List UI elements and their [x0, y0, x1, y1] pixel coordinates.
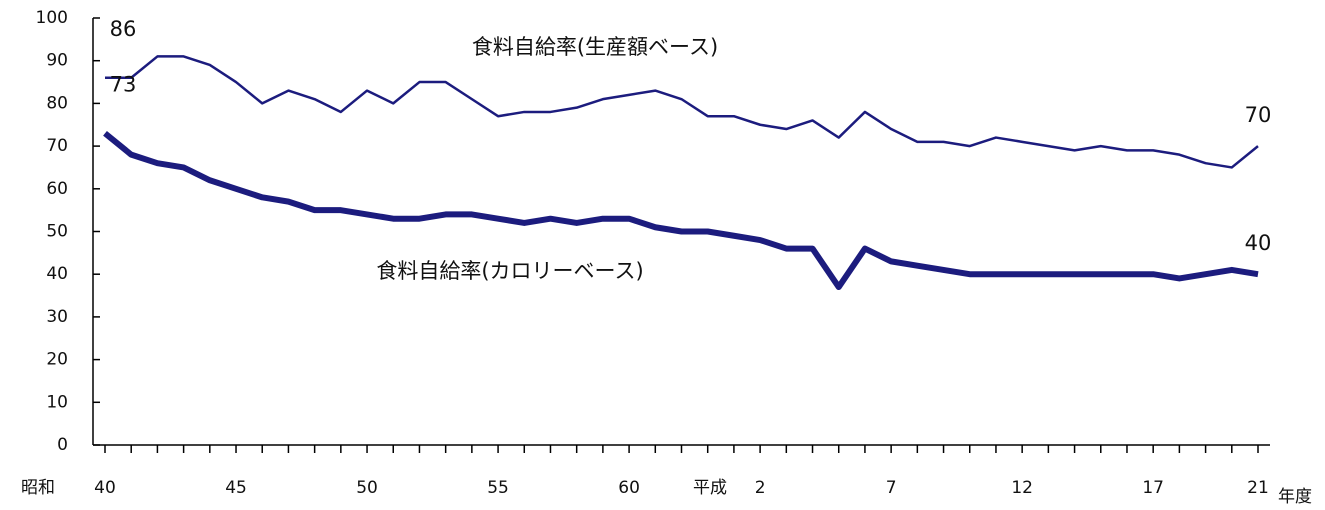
x-tick-label: 2	[755, 478, 766, 498]
y-tick-label: 90	[46, 51, 68, 71]
y-tick-label: 70	[46, 136, 68, 156]
value-label: 86	[110, 17, 137, 41]
era-label: 平成	[693, 478, 727, 498]
x-tick-label: 17	[1142, 478, 1164, 498]
y-tick-label: 60	[46, 179, 68, 199]
y-tick-label: 100	[36, 8, 68, 28]
y-tick-label: 50	[46, 222, 68, 242]
value-label: 73	[110, 72, 137, 96]
x-tick-label: 7	[886, 478, 897, 498]
x-tick-label: 55	[487, 478, 509, 498]
y-tick-label: 80	[46, 93, 68, 113]
x-tick-label: 21	[1247, 478, 1269, 498]
era-label: 昭和	[21, 478, 55, 498]
x-tick-label: 40	[94, 478, 116, 498]
x-tick-label: 12	[1011, 478, 1033, 498]
y-tick-label: 0	[57, 435, 68, 455]
y-tick-label: 10	[46, 392, 68, 412]
series-line	[105, 55, 1259, 169]
series-line	[103, 130, 1259, 291]
series-label: 食料自給率(カロリーベース)	[376, 259, 643, 283]
y-tick-label: 40	[46, 264, 68, 284]
y-tick-label: 20	[46, 350, 68, 370]
y-tick-label: 30	[46, 307, 68, 327]
x-axis-label: 年度	[1278, 487, 1312, 507]
value-label: 40	[1245, 231, 1272, 255]
x-tick-label: 45	[225, 478, 247, 498]
series-label: 食料自給率(生産額ベース)	[472, 35, 718, 59]
x-tick-label: 50	[356, 478, 378, 498]
x-tick-label: 60	[618, 478, 640, 498]
value-label: 70	[1245, 103, 1272, 127]
